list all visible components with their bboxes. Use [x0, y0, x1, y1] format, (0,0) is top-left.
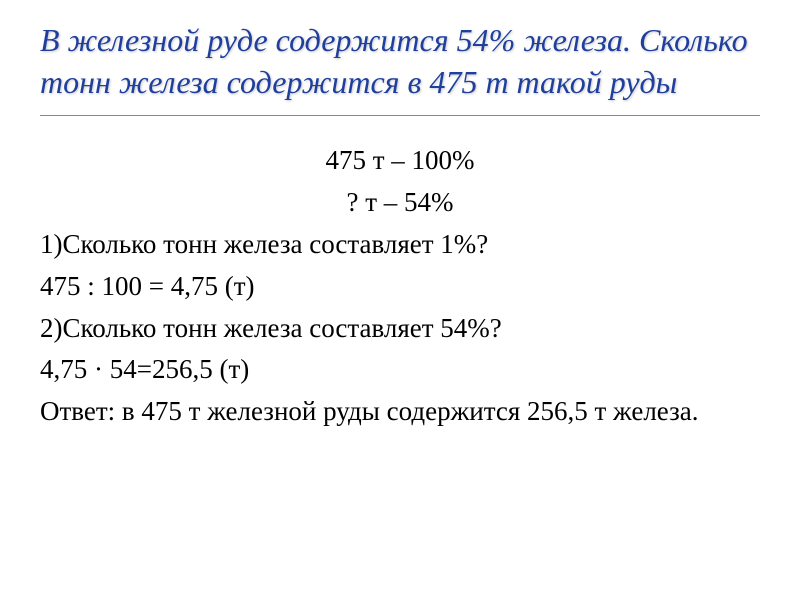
- setup-line-1: 475 т – 100%: [40, 140, 760, 182]
- setup-line-2: ? т – 54%: [40, 182, 760, 224]
- answer-line: Ответ: в 475 т железной руды содержится …: [40, 391, 760, 433]
- question-1: 1)Сколько тонн железа составляет 1%?: [40, 224, 760, 266]
- calculation-2: 4,75 · 54=256,5 (т): [40, 349, 760, 391]
- problem-content: 475 т – 100% ? т – 54% 1)Сколько тонн же…: [40, 140, 760, 433]
- problem-title: В железной руде содержится 54% железа. С…: [40, 20, 760, 116]
- calculation-1: 475 : 100 = 4,75 (т): [40, 266, 760, 308]
- question-2: 2)Сколько тонн железа составляет 54%?: [40, 308, 760, 350]
